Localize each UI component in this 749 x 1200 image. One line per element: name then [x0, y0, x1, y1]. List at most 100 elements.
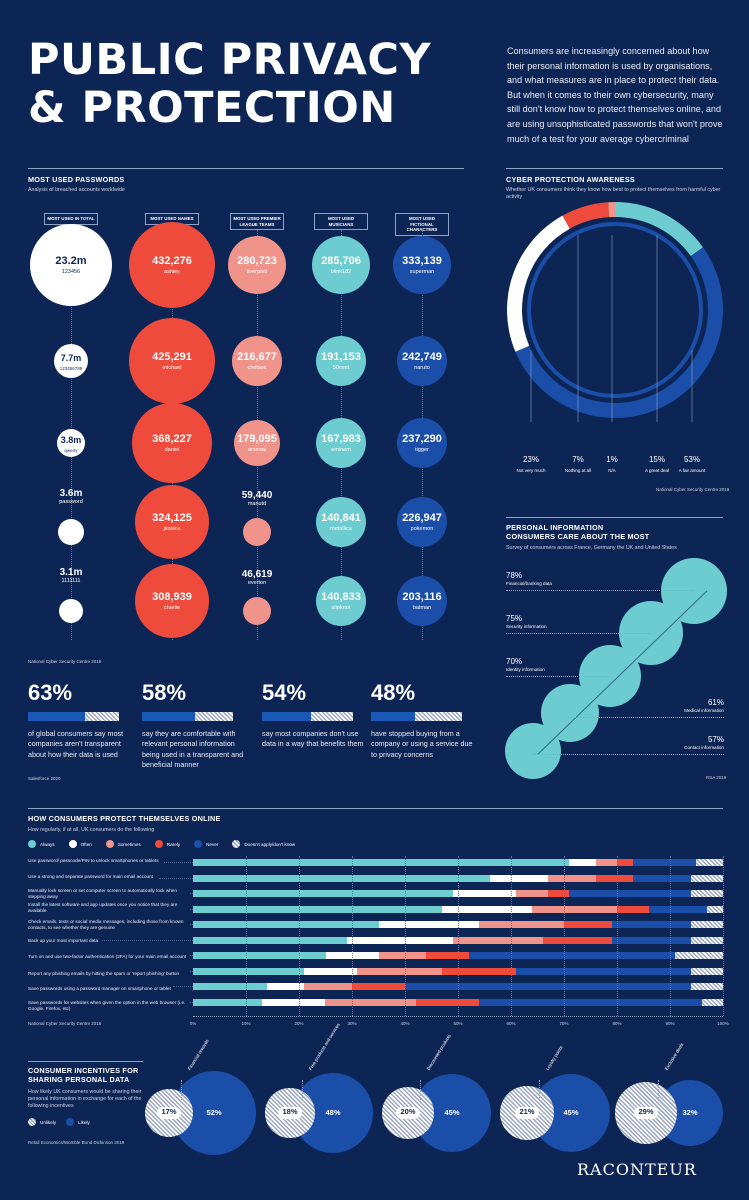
axis-gridline: [405, 856, 406, 1016]
title-line-1: PUBLIC PRIVACY: [28, 35, 432, 85]
protect-bar-segment: [267, 983, 305, 990]
protect-bar-segment: [516, 890, 549, 897]
donut-segment: [615, 202, 703, 257]
unlikely-value: 18%: [278, 1107, 302, 1119]
protect-row-label: Turn on and use two-factor authenticatio…: [28, 954, 186, 959]
likely-value: 45%: [444, 1108, 460, 1117]
protect-bar-segment: [563, 921, 612, 928]
legend-swatch: [194, 840, 203, 848]
password-bubble: 7.7m 123456789: [54, 344, 88, 378]
protect-bar-segment: [378, 921, 480, 928]
column-header: MOST USED PREMIER LEAGUE TEAMS: [230, 213, 284, 230]
password-bubble: 324,125 jessica: [134, 484, 210, 560]
info-label-name: Financial/banking data: [506, 581, 552, 586]
protect-bar-segment: [696, 859, 723, 866]
incentive-name: Free products and services: [307, 1022, 341, 1071]
bubble-name: 50cent: [332, 365, 350, 371]
protect-bar-segment: [378, 952, 427, 959]
donut-label: 1% N/A: [592, 455, 632, 473]
incentives-subtitle: How likely UK consumers would be sharing…: [28, 1089, 142, 1109]
bubble-name: superman: [409, 269, 435, 275]
password-bubble: 226,947 pokemon: [397, 497, 447, 547]
title-line-2: & PROTECTION: [28, 83, 396, 133]
likely-value: 32%: [682, 1108, 698, 1117]
stat-percentage: 63%: [28, 680, 73, 705]
protect-bar-segment: [193, 890, 453, 897]
bubble-name: eminem: [331, 447, 351, 453]
donut-label-value: 15%: [648, 455, 665, 464]
protect-bar-segment: [691, 874, 723, 882]
bubble-value: 23.2m: [55, 255, 87, 267]
axis-gridline: [617, 856, 618, 1016]
personal-title: PERSONAL INFORMATION CONSUMERS CARE ABOU…: [506, 523, 649, 541]
legend-label: Always: [40, 841, 55, 847]
incentives-title-line-1: CONSUMER INCENTIVES FOR: [28, 1066, 139, 1075]
donut-label: 53% A fair amount: [672, 455, 712, 473]
legend-swatch: [68, 840, 77, 848]
intro-text: Consumers are increasingly concerned abo…: [507, 46, 723, 144]
bubble-name: qwerty: [64, 447, 78, 453]
bubble-value: 179,095: [237, 432, 277, 445]
axis-tick-label: 90%: [665, 1021, 675, 1026]
legend-label: Rarely: [166, 841, 181, 847]
info-label-name: Medical information: [684, 708, 724, 713]
personal-title-line-2: CONSUMERS CARE ABOUT THE MOST: [506, 532, 650, 541]
bubble-name: pokemon: [410, 526, 434, 532]
password-bubble: 308,939 charlie: [135, 564, 209, 638]
axis-gridline: [299, 856, 300, 1016]
personal-subtitle: Survey of consumers across France, Germa…: [506, 545, 677, 551]
info-label-value: 78%: [506, 571, 523, 580]
protect-subtitle: How regularly, if at all, UK consumers d…: [28, 827, 155, 833]
column-header: MOST USED MUSICIANS: [314, 213, 368, 230]
stats-source: Salesforce 2020: [28, 776, 61, 781]
stat-text: say most companies don't use data in a w…: [262, 729, 364, 749]
divider: [28, 1061, 143, 1062]
info-label-value: 57%: [707, 735, 724, 744]
stat-text: have stopped buying from a company or us…: [371, 729, 473, 759]
axis-tick-label: 60%: [506, 1021, 516, 1026]
incentives-source: Retail Economics/Womble Bond Dickinson 2…: [28, 1140, 125, 1145]
bubble-value: 368,227: [152, 432, 192, 445]
password-bubble: 179,095 arsenal: [233, 419, 281, 467]
protect-row-guide: [190, 970, 193, 972]
info-connector: [533, 754, 724, 755]
legend-label: Doesn't apply/don't know: [244, 841, 296, 847]
legend-likely: Likely: [66, 1118, 90, 1126]
bubble-value: 140,833: [321, 591, 361, 603]
protect-bar-segment: [193, 874, 490, 882]
passwords-chart: MOST USED IN TOTAL 23.2m 123456 7.7m 1234567…: [30, 213, 451, 640]
protect-row-label: Use password/ passcode/PIN to unlock sma…: [28, 858, 159, 863]
info-label: 70% Identity information: [506, 657, 566, 672]
protect-bar-segment: [648, 905, 708, 913]
password-bubble: 203,116 batman: [397, 576, 447, 626]
bubble-name: chelsea: [247, 364, 267, 371]
protect-bar-segment: [691, 983, 723, 990]
stat-percentage: 54%: [262, 680, 307, 705]
page-title: PUBLIC PRIVACY & PROTECTION: [28, 36, 488, 132]
password-bubble: 368,227 daniel: [132, 403, 212, 483]
bubble-name: metallica: [330, 526, 352, 532]
donut-label: 15% A great deal: [637, 455, 677, 473]
unlikely-swatch: [28, 1118, 36, 1126]
info-label: 78% Financial/banking data: [506, 571, 566, 586]
likely-value: 52%: [206, 1108, 222, 1117]
protect-bar-segment: [193, 983, 268, 990]
password-bubble: 285,706 blink182: [312, 236, 370, 294]
protect-bar-segment: [542, 936, 612, 944]
legend-label: Never: [206, 841, 219, 847]
protect-bar-segment: [452, 936, 543, 944]
protect-bar-segment: [691, 890, 723, 897]
protect-bar-segment: [479, 921, 564, 928]
divider: [506, 517, 723, 518]
donut-label-value: 7%: [572, 455, 584, 464]
stat-text: of global consumers say most companies a…: [28, 729, 124, 759]
protect-row-label: Use a strong and separate password for m…: [28, 874, 154, 879]
legend-label: Often: [80, 841, 92, 847]
protect-bar: [193, 905, 723, 913]
incentive-name: Discounted products: [425, 1033, 452, 1071]
stat-bar-fill: [142, 712, 195, 721]
protect-bar-segment: [442, 967, 517, 975]
stat-bar-remainder: [311, 712, 353, 721]
legend-item: Never: [194, 840, 218, 848]
donut-label-value: 23%: [522, 455, 539, 464]
